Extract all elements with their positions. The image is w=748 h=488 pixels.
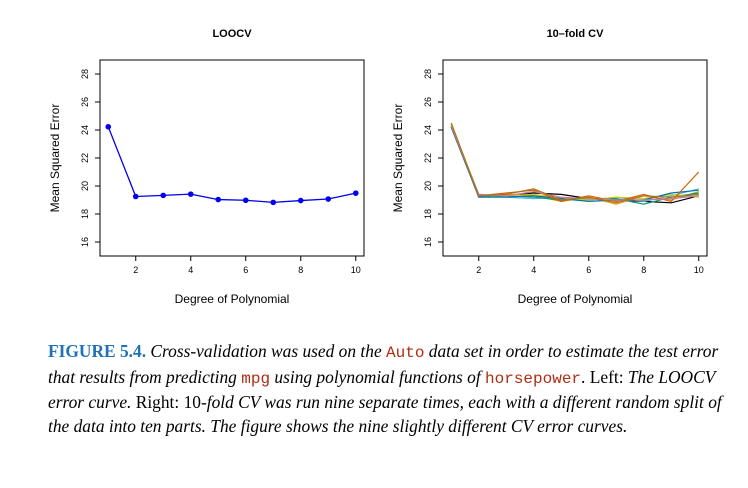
data-point: [352, 190, 359, 196]
y-tick-label: 16: [80, 237, 90, 247]
data-point: [187, 191, 194, 197]
series-line: [450, 122, 699, 205]
series-line: [450, 124, 699, 201]
chart-title: LOOCV: [212, 28, 252, 40]
x-tick-label: 10: [351, 265, 361, 275]
chart-title: 10–fold CV: [547, 28, 605, 40]
caption-text: .: [581, 366, 590, 387]
figure-label: FIGURE 5.4.: [48, 341, 147, 361]
data-point: [105, 123, 112, 130]
y-tick-label: 24: [80, 125, 90, 135]
data-point: [160, 192, 167, 199]
code-mpg: mpg: [241, 369, 271, 388]
plot-frame: [442, 59, 708, 257]
data-point: [270, 199, 277, 206]
x-axis-label: Degree of Polynomial: [518, 292, 633, 306]
x-tick-label: 6: [243, 265, 248, 275]
series-line: [450, 126, 699, 204]
code-auto: Auto: [386, 344, 425, 362]
x-tick-label: 8: [641, 265, 646, 275]
series-line: [450, 125, 700, 202]
y-tick-label: 22: [80, 153, 90, 163]
data-point: [215, 196, 222, 203]
data-point: [242, 197, 249, 204]
y-tick-label: 16: [423, 237, 433, 247]
caption-text: using polynomial functions of: [270, 366, 486, 387]
series-line: [107, 126, 356, 204]
caption-text: 10-: [179, 392, 207, 412]
caption-text: CV was run nine separate times, each wit…: [48, 392, 722, 436]
data-point: [297, 197, 304, 204]
x-tick-label: 8: [298, 265, 303, 275]
y-tick-label: 20: [80, 181, 90, 191]
x-tick-label: 4: [531, 265, 536, 275]
y-tick-label: 26: [423, 97, 433, 107]
x-tick-label: 2: [133, 265, 138, 275]
code-horsepower: horsepower: [485, 369, 582, 388]
series-line: [450, 124, 699, 205]
caption-right-label: Right:: [135, 392, 180, 412]
y-tick-label: 28: [80, 69, 90, 79]
y-tick-label: 18: [423, 209, 433, 219]
caption-text: data set in order to estimate the test e…: [48, 341, 719, 387]
caption-left-label: Left:: [589, 366, 624, 387]
y-tick-label: 20: [423, 181, 433, 191]
x-axis-label: Degree of Polynomial: [175, 292, 290, 306]
plot-frame: [99, 59, 365, 257]
x-tick-label: 2: [476, 265, 481, 275]
data-point: [325, 196, 332, 202]
figure-caption: FIGURE 5.4. Cross-validation was used on…: [48, 340, 736, 438]
y-tick-label: 26: [80, 97, 90, 107]
data-point: [132, 193, 139, 200]
series-line: [450, 126, 699, 202]
x-tick-label: 4: [188, 265, 193, 275]
x-tick-label: 6: [586, 265, 591, 275]
y-tick-label: 18: [80, 209, 90, 219]
y-tick-label: 24: [423, 125, 433, 135]
caption-fold-word: fold: [206, 392, 234, 412]
y-axis-label: Mean Squared Error: [391, 104, 405, 213]
y-tick-label: 22: [423, 153, 433, 163]
y-tick-label: 28: [423, 69, 433, 79]
x-tick-label: 10: [694, 265, 704, 275]
caption-text: The LOOCV error curve.: [48, 366, 716, 413]
series-line: [450, 122, 699, 204]
caption-text: Cross-validation was used on the: [146, 341, 387, 361]
series-line: [450, 125, 699, 201]
series-line: [450, 125, 699, 202]
y-axis-label: Mean Squared Error: [48, 104, 62, 213]
